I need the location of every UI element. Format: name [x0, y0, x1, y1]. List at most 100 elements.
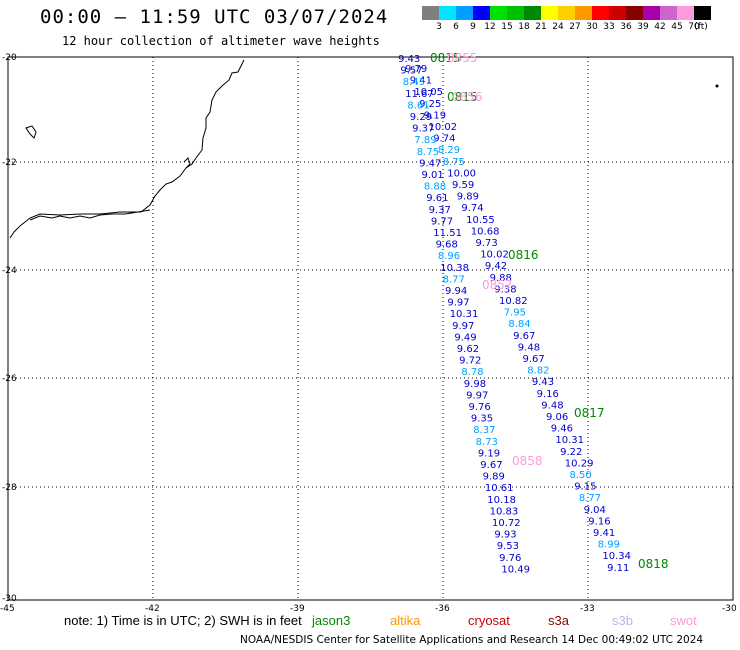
wave-height-value: 9.43 [398, 54, 420, 65]
legend-swatch [609, 6, 626, 20]
legend-swatch [575, 6, 592, 20]
legend-label: 70 [688, 22, 700, 32]
coastline-bay [183, 157, 191, 169]
footer-credit: NOAA/NESDIS Center for Satellite Applica… [240, 634, 704, 646]
wave-height-value: 10.05 [414, 87, 443, 98]
wave-height-value: 9.68 [436, 240, 458, 251]
wave-height-value: 9.41 [410, 76, 432, 87]
wave-height-value: 9.93 [494, 530, 516, 541]
legend-label: 18 [518, 22, 530, 32]
wave-height-value: 10.55 [466, 215, 495, 226]
wave-height-value: 9.72 [459, 356, 481, 367]
wave-height-value: 9.62 [457, 344, 479, 355]
satellite-swot: swot [670, 613, 697, 628]
note-text: note: 1) Time is in UTC; 2) SWH is in fe… [64, 613, 302, 628]
wave-height-value: 9.16 [588, 516, 610, 527]
wave-height-value: 10.72 [492, 518, 521, 529]
altimeter-track-values: 9.439.799.579.418.4310.0511.679.258.619.… [398, 54, 631, 575]
legend-label: 27 [569, 22, 581, 32]
pass-time-label: 0816 [508, 248, 539, 262]
wave-height-value: 9.67 [513, 331, 535, 342]
wave-height-value: 9.37 [429, 205, 451, 216]
wave-height-value: 9.38 [494, 284, 516, 295]
legend-label: 33 [603, 22, 615, 32]
wave-height-value: 10.34 [602, 551, 631, 562]
wave-height-value: 10.31 [450, 309, 479, 320]
wave-height-value: 9.41 [593, 528, 615, 539]
legend-swatch [473, 6, 490, 20]
wave-height-value: 8.61 [407, 100, 429, 111]
map-subtitle: 12 hour collection of altimeter wave hei… [62, 34, 380, 48]
wave-height-value: 9.76 [469, 402, 491, 413]
wave-height-value: 8.77 [579, 493, 601, 504]
wave-height-value: 9.61 [426, 193, 448, 204]
wave-height-value: 9.94 [445, 286, 467, 297]
lon-label: -36 [435, 604, 450, 614]
pass-time-label: 0818 [638, 557, 669, 571]
legend-swatch [456, 6, 473, 20]
legend-label: 30 [586, 22, 598, 32]
wave-height-value: 9.19 [424, 110, 446, 121]
legend-label: 36 [620, 22, 632, 32]
wave-height-value: 9.19 [478, 448, 500, 459]
satellite-jason3: jason3 [312, 613, 351, 628]
lat-axis-labels: -20 -22 -24 -26 -28 -30 [2, 53, 17, 604]
legend-label: 24 [552, 22, 564, 32]
legend-label: 12 [484, 22, 496, 32]
wave-height-value: 8.84 [508, 319, 530, 330]
wave-height-value: 8.99 [598, 540, 620, 551]
wave-height-value: 9.29 [410, 112, 432, 123]
grid-lines [8, 57, 733, 600]
wave-height-value: 9.42 [485, 261, 507, 272]
legend-swatch [439, 6, 456, 20]
wave-height-value: 10.38 [440, 263, 469, 274]
wave-height-value: 9.98 [464, 379, 486, 390]
map-title: 00:00 – 11:59 UTC 03/07/2024 [40, 6, 389, 28]
legend-swatch [524, 6, 541, 20]
pass-time-label: 0817 [574, 406, 605, 420]
wave-height-value: 9.16 [537, 389, 559, 400]
pass-time-label: 0857 [482, 278, 513, 292]
wave-height-value: 9.79 [405, 64, 427, 75]
satellite-s3b: s3b [612, 613, 633, 628]
coastline-lagoon [29, 209, 151, 221]
legend-label: 9 [470, 22, 476, 32]
wave-height-value: 9.01 [422, 170, 444, 181]
wave-height-value: 9.49 [454, 332, 476, 343]
wave-height-value: 9.04 [584, 505, 606, 516]
pass-time-label: 0856 [452, 90, 483, 104]
legend-swatch [592, 6, 609, 20]
wave-height-value: 9.89 [483, 472, 505, 483]
satellite-altika: altika [390, 613, 421, 628]
wave-height-value: 11.67 [405, 89, 434, 100]
wave-height-value: 9.97 [452, 321, 474, 332]
pass-time-label: 0815 [430, 51, 461, 65]
wave-height-value: 9.53 [497, 541, 519, 552]
wave-height-value: 9.11 [607, 563, 629, 574]
island-dot [715, 84, 719, 88]
wave-height-value: 10.68 [471, 226, 500, 237]
lat-label: -24 [2, 266, 17, 276]
legend-swatch [677, 6, 694, 20]
legend-swatch [643, 6, 660, 20]
wave-height-value: 9.37 [412, 124, 434, 135]
map-frame [7, 56, 734, 601]
lat-label: -20 [2, 53, 17, 63]
wave-height-value: 10.61 [485, 483, 514, 494]
legend-swatch [541, 6, 558, 20]
wave-height-value: 10.82 [499, 296, 528, 307]
wave-height-value: 8.96 [438, 251, 460, 262]
legend-swatch [507, 6, 524, 20]
wave-height-value: 8.88 [424, 182, 446, 193]
wave-height-value: 8.37 [473, 425, 495, 436]
legend-label: 3 [436, 22, 442, 32]
wave-height-value: 9.67 [480, 460, 502, 471]
wave-height-value: 9.67 [523, 354, 545, 365]
wave-height-value: 8.29 [438, 145, 460, 156]
legend-label: 6 [453, 22, 459, 32]
wave-height-value: 9.77 [431, 216, 453, 227]
lon-axis-labels: -45 -42 -39 -36 -33 -30 [0, 604, 737, 614]
wave-height-value: 9.46 [551, 424, 573, 435]
wave-height-value: 9.43 [532, 377, 554, 388]
